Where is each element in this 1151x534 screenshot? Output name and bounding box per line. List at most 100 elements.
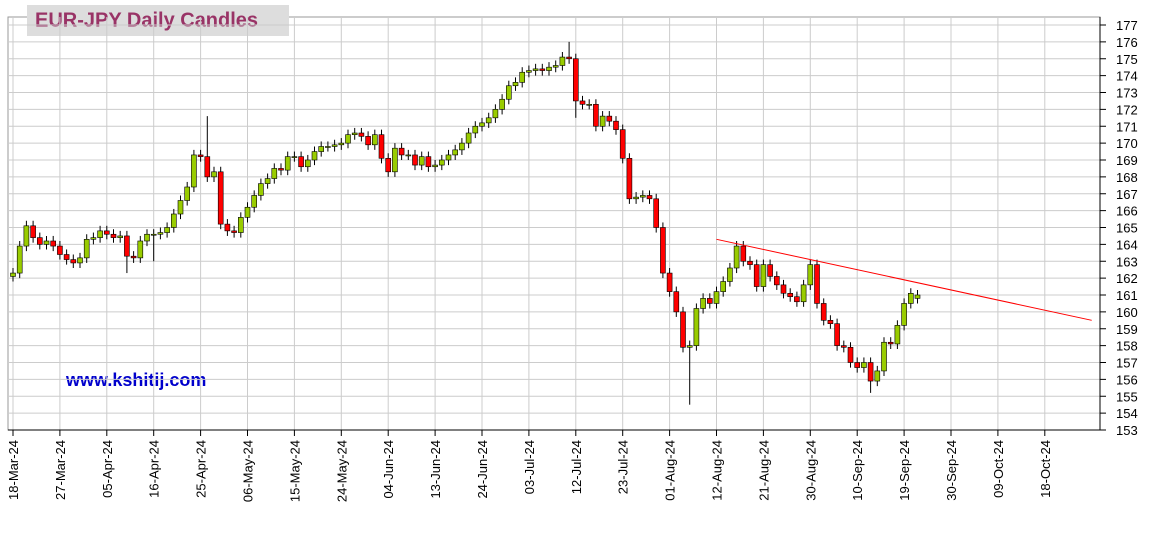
x-tick-label: 13-Jun-24 [428, 440, 443, 499]
x-tick-label: 05-Apr-24 [100, 440, 115, 498]
candle-body [284, 156, 291, 171]
candle-body [894, 325, 901, 345]
candle-body [646, 195, 653, 200]
x-tick-label: 21-Aug-24 [756, 440, 771, 501]
candle-body [653, 198, 660, 228]
candle-body [445, 154, 452, 161]
candle-body [599, 115, 606, 127]
candle-body [50, 240, 57, 247]
candle-body [117, 235, 123, 238]
candle-body [532, 68, 539, 71]
candle-body [251, 195, 257, 208]
candle-body [660, 227, 666, 274]
candle-body [834, 323, 840, 346]
x-tick-label: 12-Aug-24 [710, 440, 725, 501]
candle-body [238, 217, 244, 233]
candle-body [579, 100, 586, 105]
candle-body [304, 159, 311, 168]
candle-body [760, 264, 767, 287]
candle-body [90, 237, 97, 240]
candle-body [331, 144, 338, 147]
candle-body [204, 156, 211, 178]
candle-body [552, 65, 559, 68]
candle-body [713, 291, 720, 304]
candle-body [773, 276, 780, 286]
candle-body [311, 151, 318, 161]
x-tick-label: 15-May-24 [287, 440, 302, 502]
y-tick-label: 173 [1116, 86, 1138, 101]
candle-body [358, 132, 365, 137]
y-tick-label: 162 [1116, 271, 1138, 286]
candle-body [63, 254, 70, 260]
chart-title: EUR-JPY Daily Candles [35, 9, 258, 31]
candle-body [110, 233, 117, 238]
candle-body [258, 183, 264, 196]
candle-body [130, 255, 137, 259]
candle-body [787, 293, 794, 297]
candle-body [278, 168, 284, 171]
x-tick-label: 24-Jun-24 [475, 440, 490, 499]
candle-body [425, 156, 432, 168]
candle-body [291, 156, 298, 158]
candle-body [432, 164, 438, 168]
candle-body [197, 154, 204, 157]
candle-body [472, 125, 479, 134]
candle-body [217, 171, 224, 225]
candle-body [244, 206, 251, 218]
candle-body [479, 122, 485, 127]
candle-body [740, 245, 747, 262]
candle-body [70, 259, 77, 264]
x-tick-label: 25-Apr-24 [194, 440, 209, 498]
candle-body [827, 320, 834, 324]
candle-body [459, 142, 465, 151]
x-tick-label: 27-Mar-24 [53, 440, 68, 500]
candle-body [16, 245, 23, 274]
candle-body [385, 158, 392, 173]
plot-frame [7, 16, 1101, 431]
candle-body [191, 154, 197, 188]
y-tick-label: 171 [1116, 119, 1138, 134]
x-tick-label: 04-Jun-24 [381, 440, 396, 499]
candle-body [371, 134, 378, 146]
candle-body [519, 71, 526, 83]
candle-body [492, 109, 499, 119]
candle-body [626, 158, 633, 200]
candle-body [700, 298, 706, 309]
candle-body [465, 132, 472, 144]
candle-body [351, 132, 358, 135]
candle-body [907, 293, 914, 304]
candle-body [680, 311, 686, 348]
candle-body [124, 235, 130, 257]
candle-body [747, 260, 753, 265]
candle-body [452, 149, 459, 156]
candle-body [23, 225, 30, 247]
y-tick-label: 156 [1116, 372, 1138, 387]
candle-body [807, 264, 814, 286]
candle-body [264, 178, 271, 184]
candle-body [405, 154, 412, 157]
candle-body [137, 240, 144, 259]
candle-body [794, 296, 800, 303]
x-tick-label: 30-Sep-24 [944, 440, 959, 501]
candle-body [546, 66, 552, 71]
candle-body [820, 303, 827, 321]
title-box [27, 5, 289, 36]
candle-body [847, 347, 854, 363]
candle-body [613, 120, 619, 130]
candle-body [164, 227, 170, 233]
candle-body [606, 115, 613, 122]
y-tick-label: 166 [1116, 204, 1138, 219]
candle-body [639, 195, 646, 198]
candle-body [800, 284, 807, 303]
candle-body [224, 223, 231, 232]
x-tick-label: 18-Oct-24 [1038, 440, 1053, 498]
y-tick-label: 155 [1116, 389, 1138, 404]
candle-body [733, 245, 740, 269]
candle-body [619, 129, 626, 159]
candle-body [673, 291, 680, 313]
y-tick-label: 163 [1116, 254, 1138, 269]
candle-body [586, 104, 593, 106]
candle-body [10, 272, 16, 277]
candle-body [365, 136, 371, 146]
